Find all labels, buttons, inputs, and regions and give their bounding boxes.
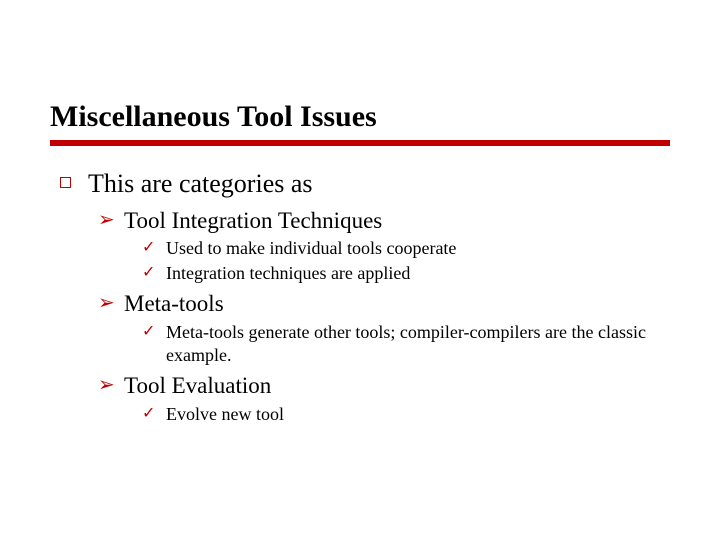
bullet-l2-text: Tool Integration Techniques — [124, 207, 670, 236]
check-icon: ✓ — [142, 321, 166, 343]
bullet-l3: ✓ Evolve new tool — [142, 403, 670, 426]
slide: Miscellaneous Tool Issues This are categ… — [0, 0, 720, 540]
bullet-l3: ✓ Integration techniques are applied — [142, 262, 670, 285]
bullet-l3-text: Integration techniques are applied — [166, 262, 670, 285]
bullet-l3: ✓ Meta-tools generate other tools; compi… — [142, 321, 670, 366]
bullet-l2: ➢ Tool Evaluation — [98, 372, 670, 401]
bullet-l3-text: Meta-tools generate other tools; compile… — [166, 321, 670, 366]
title-block: Miscellaneous Tool Issues — [0, 0, 720, 146]
arrow-icon: ➢ — [98, 207, 124, 233]
bullet-l2-text: Tool Evaluation — [124, 372, 670, 401]
check-icon: ✓ — [142, 403, 166, 425]
bullet-l1-text: This are categories as — [88, 168, 670, 201]
arrow-icon: ➢ — [98, 290, 124, 316]
bullet-l3-text: Evolve new tool — [166, 403, 670, 426]
bullet-l3: ✓ Used to make individual tools cooperat… — [142, 237, 670, 260]
arrow-icon: ➢ — [98, 372, 124, 398]
slide-title: Miscellaneous Tool Issues — [50, 100, 670, 134]
square-icon — [60, 168, 88, 196]
slide-body: This are categories as ➢ Tool Integratio… — [0, 146, 720, 425]
bullet-l2: ➢ Tool Integration Techniques — [98, 207, 670, 236]
bullet-l1: This are categories as — [60, 168, 670, 201]
check-icon: ✓ — [142, 237, 166, 259]
bullet-l3-text: Used to make individual tools cooperate — [166, 237, 670, 260]
check-icon: ✓ — [142, 262, 166, 284]
bullet-l2: ➢ Meta-tools — [98, 290, 670, 319]
bullet-l2-text: Meta-tools — [124, 290, 670, 319]
